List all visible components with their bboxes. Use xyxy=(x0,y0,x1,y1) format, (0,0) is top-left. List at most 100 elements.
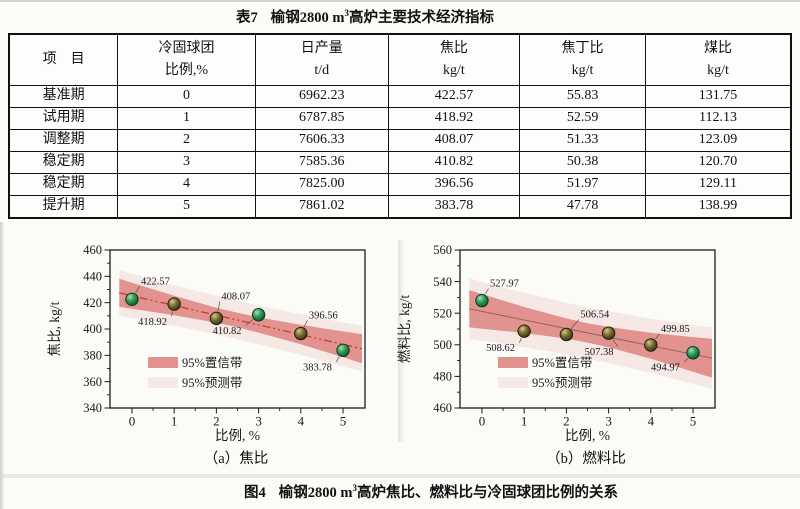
data-point xyxy=(336,343,350,358)
cell-value: 51.97 xyxy=(519,173,647,196)
cell-value: 408.07 xyxy=(387,129,521,152)
cell-value: 1 xyxy=(117,107,256,130)
fuel-ratio-chart: 460 480 500 520 540 560 0 1 2 3 4 5 燃料比, kg/t 比例, % 95… xyxy=(396,243,716,442)
point-label: 506.54 xyxy=(580,309,610,320)
point-label: 507.38 xyxy=(585,347,614,358)
legend-label: 95%预测带 xyxy=(532,376,592,390)
data-points: 527.97 508.62 506.54 507.38 499.85 494.97 xyxy=(475,279,700,374)
row-label: 提升期 xyxy=(8,195,119,219)
legend-swatch xyxy=(148,357,178,368)
column-header: 焦丁比 kg/t xyxy=(519,33,647,86)
axes: 340 360 380 400 420 440 460 0 1 2 3 4 5 xyxy=(83,243,346,428)
data-point xyxy=(125,292,139,306)
cell-value: 7825.00 xyxy=(254,173,389,196)
confidence-bands xyxy=(119,270,362,372)
svg-text:0: 0 xyxy=(129,414,136,429)
data-point xyxy=(251,308,266,322)
svg-text:360: 360 xyxy=(83,375,102,389)
column-header: 项 目 xyxy=(8,33,119,86)
cell-value: 418.92 xyxy=(387,107,521,130)
cell-value: 6787.85 xyxy=(254,107,389,130)
figure-fuel-ratio: 460 480 500 520 540 560 0 1 2 3 4 5 燃料比, kg/t 比例, % 95… xyxy=(392,242,722,468)
cell-value: 55.83 xyxy=(519,85,647,108)
svg-text:5: 5 xyxy=(690,414,697,429)
table-row: 稳定期 3 7585.36 410.82 50.38 120.70 xyxy=(8,151,792,174)
y-axis-label: 焦比, kg/t xyxy=(47,301,62,356)
legend-label: 95%预测带 xyxy=(182,376,242,390)
svg-text:540: 540 xyxy=(433,275,452,289)
superscript: 3 xyxy=(352,483,357,494)
cell-value: 422.57 xyxy=(387,85,521,108)
scan-artifact-left xyxy=(0,222,4,509)
data-point xyxy=(601,326,616,340)
cell-value: 6962.23 xyxy=(254,85,389,108)
data-point xyxy=(517,324,531,338)
point-label: 383.78 xyxy=(303,362,332,373)
svg-text:5: 5 xyxy=(340,414,347,429)
x-axis-label: 比例, % xyxy=(565,428,610,442)
coke-ratio-chart: 340 360 380 400 420 440 460 0 1 2 3 4 5 焦比, kg/t 比例, %… xyxy=(47,243,366,442)
cell-value: 51.33 xyxy=(519,129,647,152)
row-label: 稳定期 xyxy=(8,173,119,196)
table-row: 提升期 5 7861.02 383.78 47.78 138.99 xyxy=(8,195,792,219)
svg-text:3: 3 xyxy=(605,414,612,429)
svg-text:1: 1 xyxy=(521,414,528,429)
superscript: 3 xyxy=(344,8,349,19)
legend: 95%置信带 95%预测带 xyxy=(148,356,242,390)
cell-value: 138.99 xyxy=(645,195,792,219)
point-label: 499.85 xyxy=(661,324,690,335)
cell-value: 7585.36 xyxy=(254,151,389,174)
cell-value: 410.82 xyxy=(387,151,521,174)
point-label: 396.56 xyxy=(309,311,338,322)
cell-value: 0 xyxy=(117,85,256,108)
cell-value: 383.78 xyxy=(387,195,521,219)
table-body: 基准期 0 6962.23 422.57 55.83 131.75 试用期 1 6787.85 4… xyxy=(8,85,792,219)
column-header: 日产量 t/d xyxy=(254,33,389,86)
table-number: 表7 xyxy=(236,10,258,26)
row-label: 试用期 xyxy=(8,107,119,130)
scan-artifact-bottom xyxy=(0,474,800,478)
scan-artifact-top xyxy=(0,0,800,2)
data-points: 422.57 418.92 408.07 410.82 396.56 383.78 xyxy=(125,276,350,373)
x-axis-label: 比例, % xyxy=(215,428,260,442)
table-header: 项 目冷固球团 比例,% 日产量 t/d 焦比 kg/t 焦丁比 kg/t 煤比 kg/t xyxy=(8,33,792,86)
svg-text:0: 0 xyxy=(479,414,486,429)
cell-value: 4 xyxy=(117,173,256,196)
legend-label: 95%置信带 xyxy=(182,356,242,370)
indicators-table: 项 目冷固球团 比例,% 日产量 t/d 焦比 kg/t 焦丁比 kg/t 煤比 kg/t 基准期… xyxy=(8,33,792,219)
cell-value: 7606.33 xyxy=(254,129,389,152)
point-label: 408.07 xyxy=(221,291,250,302)
svg-text:4: 4 xyxy=(648,414,655,429)
svg-text:2: 2 xyxy=(563,414,570,429)
svg-text:560: 560 xyxy=(433,243,452,257)
legend: 95%置信带 95%预测带 xyxy=(498,356,592,390)
data-point xyxy=(209,311,224,326)
svg-text:460: 460 xyxy=(83,243,102,257)
figure-number: 图4 xyxy=(244,485,266,501)
table-row: 稳定期 4 7825.00 396.56 51.97 129.11 xyxy=(8,173,792,196)
svg-text:480: 480 xyxy=(433,370,452,384)
cell-value: 5 xyxy=(117,195,256,219)
legend-swatch xyxy=(498,357,528,368)
header-row: 项 目冷固球团 比例,% 日产量 t/d 焦比 kg/t 焦丁比 kg/t 煤比 kg/t xyxy=(8,33,792,86)
cell-value: 52.59 xyxy=(519,107,647,130)
legend-label: 95%置信带 xyxy=(532,356,592,370)
cell-value: 123.09 xyxy=(645,129,792,152)
scan-artifact-center xyxy=(398,240,404,442)
point-label: 494.97 xyxy=(651,363,680,374)
subcaption-coke: （a）焦比 xyxy=(203,451,269,467)
figure-caption-text: 榆钢2800 m3高炉焦比、燃料比与冷固球团比例的关系 xyxy=(278,483,618,501)
cell-value: 131.75 xyxy=(645,85,792,108)
svg-text:420: 420 xyxy=(83,296,102,310)
cell-value: 396.56 xyxy=(387,173,521,196)
axes: 460 480 500 520 540 560 0 1 2 3 4 5 xyxy=(433,243,696,428)
figure-caption: 图4 榆钢2800 m3高炉焦比、燃料比与冷固球团比例的关系 xyxy=(31,481,800,502)
point-label: 527.97 xyxy=(490,279,519,290)
svg-text:440: 440 xyxy=(83,270,102,284)
data-point xyxy=(475,293,489,308)
svg-text:380: 380 xyxy=(83,349,102,363)
svg-text:1: 1 xyxy=(171,414,178,429)
data-point xyxy=(644,338,658,352)
cell-value: 129.11 xyxy=(645,173,792,196)
